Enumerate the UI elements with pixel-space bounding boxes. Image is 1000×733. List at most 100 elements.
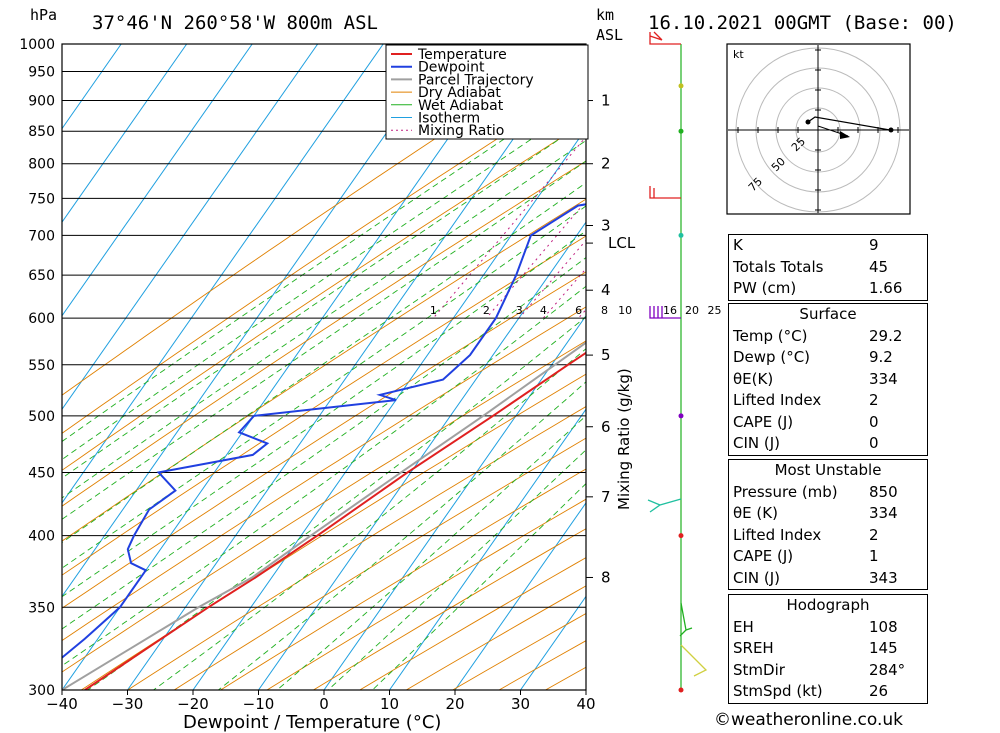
- mu-cin: CIN (J) 343: [733, 568, 898, 587]
- surface-li: Lifted Index 2: [733, 391, 879, 409]
- wind-point: [678, 83, 684, 89]
- wind-barb: [680, 644, 708, 677]
- surface-temp: Temp (°C) 29.2: [733, 326, 903, 345]
- wet-adiabat: [62, 205, 586, 569]
- index-pw: PW (cm) 1.66: [733, 279, 903, 297]
- km-tick-label: 2: [601, 155, 611, 173]
- most-unstable-panel: Most Unstable Pressure (mb) 850 θE (K) 334…: [728, 459, 928, 590]
- background-lines: [62, 44, 586, 690]
- hodograph-point: [805, 119, 811, 125]
- pressure-tick-label: 950: [28, 65, 55, 81]
- legend-entry: Wet Adiabat: [418, 98, 504, 114]
- mu-li: Lifted Index 2: [733, 525, 879, 544]
- wet-adiabat: [327, 449, 586, 690]
- wet-adiabat: [276, 415, 586, 690]
- pressure-tick-label: 750: [28, 191, 55, 207]
- surface-dewp: Dewp (°C) 9.2: [733, 348, 893, 366]
- profile-series: [62, 203, 586, 690]
- wet-adiabat: [62, 139, 586, 499]
- dry-adiabat: [81, 373, 586, 690]
- wind-point: [678, 533, 684, 539]
- parcel-line: [62, 341, 586, 690]
- isotherm-line: [62, 44, 122, 130]
- wind-point: [678, 232, 684, 238]
- surface-thetae: θE(K) 334: [733, 369, 898, 388]
- temperature-line: [84, 351, 586, 690]
- asl-unit: ASL: [596, 26, 623, 44]
- dewpoint-line: [62, 203, 586, 659]
- mu-pressure: Pressure (mb) 850: [733, 482, 898, 501]
- surface-cape: CAPE (J) 0: [733, 412, 879, 431]
- hodograph-panel: Hodograph EH 108 SREH 145 StmDir 284° StmSp…: [728, 594, 928, 704]
- km-tick-label: 8: [601, 568, 611, 586]
- dry-adiabat: [62, 44, 580, 396]
- date-title: 16.10.2021 00GMT (Base: 00): [648, 12, 957, 34]
- legend-entry: Isotherm: [418, 111, 480, 127]
- x-tick-label: −40: [46, 695, 78, 713]
- wind-profile: [647, 31, 708, 693]
- legend-entry: Temperature: [417, 47, 507, 63]
- hodo-stmdir: StmDir 284°: [733, 660, 906, 679]
- location-title: 37°46'N 260°58'W 800m ASL: [92, 12, 378, 34]
- mixing-ratio-line: [542, 267, 586, 319]
- wet-adiabat: [372, 483, 586, 690]
- km-tick-label: 6: [601, 418, 611, 436]
- storm-motion-arrow: [840, 131, 850, 139]
- wind-barb: [649, 31, 681, 45]
- x-tick-label: −10: [243, 695, 275, 713]
- wet-adiabat: [62, 160, 586, 520]
- mixing-ratio-tick-label: 2: [483, 304, 490, 317]
- hpa-unit: hPa: [30, 6, 57, 24]
- pressure-tick-label: 800: [28, 157, 55, 173]
- copyright[interactable]: ©weatheronline.co.uk: [714, 710, 904, 730]
- km-unit: km: [596, 6, 614, 24]
- wind-barb: [647, 498, 682, 513]
- mixing-ratio-label: Mixing Ratio (g/kg): [615, 368, 633, 510]
- x-axis-label: Dewpoint / Temperature (°C): [183, 712, 441, 733]
- x-tick-label: 30: [511, 695, 530, 713]
- dry-adiabat: [62, 198, 586, 542]
- mixing-ratio-tick-label: 1: [430, 304, 437, 317]
- x-tick-label: −20: [177, 695, 209, 713]
- isotherm-line: [454, 501, 586, 690]
- surface-panel: Surface Temp (°C) 29.2 Dewp (°C) 9.2 θE(K)…: [728, 303, 928, 456]
- axes: 3003504004505005506006507007508008509009…: [19, 37, 721, 713]
- mixing-ratio-tick-label: 10: [618, 304, 632, 317]
- mixing-ratio-tick-label: 8: [601, 304, 608, 317]
- wet-adiabat: [62, 285, 586, 667]
- legend-entry: Mixing Ratio: [418, 123, 504, 139]
- pressure-tick-label: 500: [28, 409, 55, 425]
- legend-entry: Dry Adiabat: [418, 85, 501, 101]
- pressure-tick-label: 550: [28, 358, 55, 374]
- x-tick-label: 0: [319, 695, 329, 713]
- dry-adiabat: [266, 498, 586, 690]
- isotherm-line: [192, 127, 586, 690]
- wet-adiabat: [62, 182, 586, 544]
- hodograph-trace: [807, 116, 891, 131]
- pressure-tick-label: 650: [28, 268, 55, 284]
- wet-adiabat: [62, 101, 586, 461]
- dry-adiabat: [62, 306, 586, 642]
- isotherm-line: [62, 44, 253, 317]
- mixing-ratio-tick-label: 3: [516, 304, 523, 317]
- dry-adiabat: [62, 340, 586, 673]
- hodograph-title: Hodograph: [786, 596, 870, 614]
- lcl-label: LCL: [608, 234, 636, 252]
- pressure-tick-label: 300: [28, 683, 55, 699]
- legend-entry: Parcel Trajectory: [418, 72, 534, 88]
- dry-adiabat: [127, 406, 586, 690]
- wind-point: [678, 128, 684, 134]
- index-totals: Totals Totals 45: [733, 257, 889, 276]
- dry-adiabat: [173, 437, 586, 690]
- pressure-tick-label: 1000: [19, 37, 55, 53]
- surface-cin: CIN (J) 0: [733, 434, 879, 452]
- isotherm-line: [127, 44, 581, 690]
- km-tick-label: 4: [601, 281, 611, 299]
- pressure-tick-label: 450: [28, 465, 55, 481]
- wind-point: [678, 413, 684, 419]
- hodo-eh: EH 108: [733, 617, 898, 636]
- km-tick-label: 1: [601, 92, 611, 110]
